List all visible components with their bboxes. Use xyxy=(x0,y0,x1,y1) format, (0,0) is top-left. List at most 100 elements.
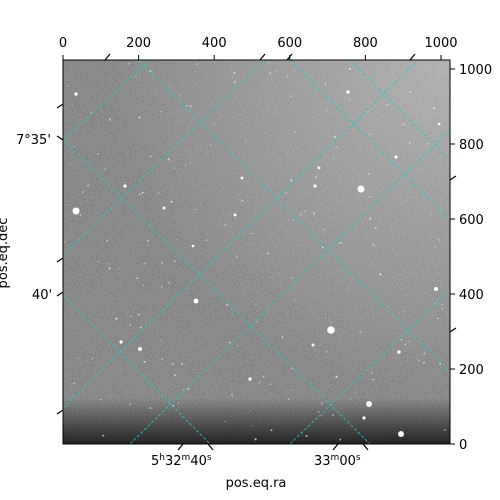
faint-star xyxy=(412,237,414,239)
faint-star xyxy=(182,389,184,391)
grid-line xyxy=(289,60,450,221)
faint-star xyxy=(335,375,338,378)
faint-star xyxy=(233,71,236,75)
faint-star xyxy=(180,363,184,366)
right-tick-label-4: 800 xyxy=(459,138,484,153)
faint-star xyxy=(87,184,89,187)
faint-star xyxy=(247,243,249,245)
star xyxy=(123,184,127,188)
faint-star xyxy=(437,238,440,241)
faint-star xyxy=(254,438,257,441)
star xyxy=(398,431,404,437)
faint-star xyxy=(143,262,146,265)
faint-star xyxy=(138,193,141,196)
sky-image xyxy=(63,60,450,444)
right-tick-label-5: 1000 xyxy=(459,63,492,78)
faint-star xyxy=(349,398,352,400)
star xyxy=(162,206,166,210)
faint-star xyxy=(400,338,403,341)
right-tick-label-3: 600 xyxy=(459,213,484,228)
faint-star xyxy=(369,217,372,220)
y-axis-title: pos.eq.dec xyxy=(0,218,11,289)
faint-star xyxy=(234,80,237,83)
faint-star xyxy=(221,224,222,226)
faint-star xyxy=(321,403,323,405)
faint-star xyxy=(371,372,373,374)
faint-star xyxy=(195,208,197,210)
faint-star xyxy=(226,223,228,225)
wcs-tick xyxy=(409,53,416,61)
faint-star xyxy=(269,72,271,74)
grid-line xyxy=(63,60,266,256)
faint-star xyxy=(288,398,290,400)
faint-star xyxy=(170,160,172,162)
faint-star xyxy=(420,169,422,171)
faint-star xyxy=(160,340,163,342)
faint-star xyxy=(330,384,332,386)
faint-star xyxy=(255,333,257,335)
star xyxy=(362,416,366,420)
faint-star xyxy=(186,104,188,107)
faint-star xyxy=(304,210,306,212)
faint-star xyxy=(325,350,329,353)
faint-star xyxy=(414,345,415,347)
faint-star xyxy=(149,155,152,158)
grid-line xyxy=(349,60,450,161)
star xyxy=(394,155,398,159)
faint-star xyxy=(312,212,315,215)
faint-star xyxy=(270,429,273,432)
faint-star xyxy=(228,341,231,344)
faint-star xyxy=(325,317,327,319)
faint-star xyxy=(372,378,375,381)
faint-star xyxy=(179,95,181,97)
faint-star xyxy=(184,164,187,166)
faint-star xyxy=(269,276,271,278)
faint-star xyxy=(173,260,176,263)
faint-star xyxy=(108,118,112,121)
star xyxy=(119,340,123,344)
faint-star xyxy=(412,293,414,295)
faint-star xyxy=(244,140,247,143)
faint-star xyxy=(68,85,70,87)
faint-star xyxy=(290,95,292,98)
faint-star xyxy=(103,168,106,171)
faint-star xyxy=(440,303,443,306)
faint-star xyxy=(439,72,441,74)
wcs-tick xyxy=(56,409,64,415)
faint-star xyxy=(437,317,439,320)
faint-star xyxy=(359,331,362,334)
faint-star xyxy=(323,229,326,231)
star xyxy=(138,347,142,351)
faint-star xyxy=(321,415,323,417)
faint-star xyxy=(65,204,67,206)
faint-star xyxy=(415,164,417,166)
faint-star xyxy=(258,381,261,384)
wcs-tick xyxy=(56,135,64,141)
star xyxy=(357,185,365,193)
faint-star xyxy=(315,176,318,179)
top-tick-label-3: 600 xyxy=(277,36,302,51)
right-tick-label-1: 200 xyxy=(459,363,484,378)
ra-tick-label-1: 33m00s xyxy=(314,453,361,469)
faint-star xyxy=(293,299,296,301)
faint-star xyxy=(299,327,301,329)
faint-star xyxy=(273,148,275,150)
faint-star xyxy=(160,110,162,113)
faint-star xyxy=(331,321,333,323)
star xyxy=(74,92,78,96)
faint-star xyxy=(373,245,375,247)
stars xyxy=(64,62,446,441)
star xyxy=(327,326,335,334)
faint-star xyxy=(149,407,152,410)
faint-star xyxy=(189,105,192,108)
faint-star xyxy=(441,307,444,310)
faint-star xyxy=(96,153,99,155)
faint-star xyxy=(91,357,94,360)
faint-star xyxy=(170,200,173,203)
faint-star xyxy=(357,173,359,175)
faint-star xyxy=(292,219,295,222)
faint-star xyxy=(90,112,92,114)
faint-star xyxy=(389,147,391,149)
faint-star xyxy=(367,172,370,175)
plot-frame xyxy=(62,59,451,445)
